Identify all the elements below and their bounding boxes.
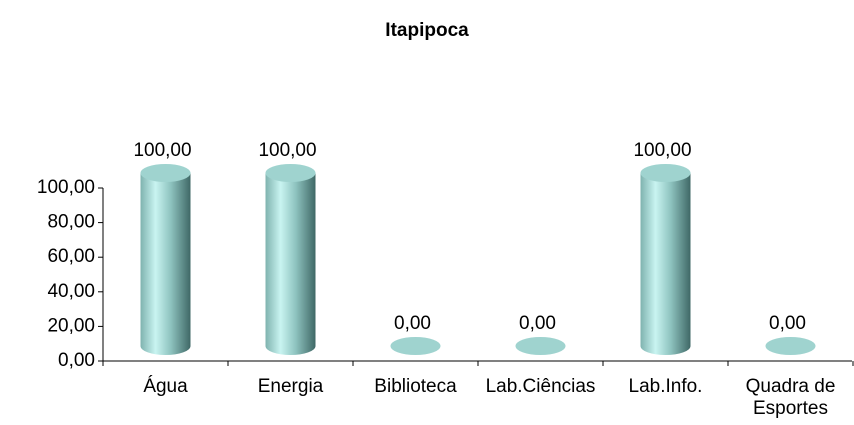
bar-top [390, 337, 441, 355]
value-label: 100,00 [133, 140, 191, 161]
bar [140, 164, 191, 356]
bar-body [640, 173, 691, 356]
bar-top [265, 164, 316, 182]
bar [390, 337, 441, 355]
chart-title: Itapipoca [385, 20, 469, 41]
value-label: 100,00 [258, 140, 316, 161]
y-tick-label: 60,00 [47, 246, 95, 267]
value-label: 0,00 [394, 313, 431, 334]
bar-top [640, 164, 691, 182]
bar [765, 337, 816, 355]
bar-top [140, 164, 191, 182]
bar [640, 164, 691, 356]
y-tick-label: 0,00 [58, 350, 95, 371]
x-tick-label-line: Esportes [753, 398, 828, 419]
x-tick-label: Energia [258, 376, 324, 397]
value-label: 100,00 [633, 140, 691, 161]
y-tick-label: 40,00 [47, 281, 95, 302]
bar-top [765, 337, 816, 355]
y-tick-label: 80,00 [47, 212, 95, 233]
bar [265, 164, 316, 356]
bar-top [515, 337, 566, 355]
x-tick-label: Água [143, 376, 188, 397]
x-tick-label-line: Quadra de [746, 376, 836, 397]
value-label: 0,00 [519, 313, 556, 334]
bar-body [265, 173, 316, 356]
x-tick-label: Biblioteca [374, 376, 457, 397]
bar [515, 337, 566, 355]
y-tick-label: 100,00 [37, 177, 95, 198]
value-label: 0,00 [769, 313, 806, 334]
bar-body [140, 173, 191, 356]
y-tick-label: 20,00 [47, 315, 95, 336]
x-tick-label: Lab.Info. [629, 376, 703, 397]
x-tick-label: Quadra de Esportes [746, 376, 836, 419]
x-tick-label: Lab.Ciências [486, 376, 596, 397]
